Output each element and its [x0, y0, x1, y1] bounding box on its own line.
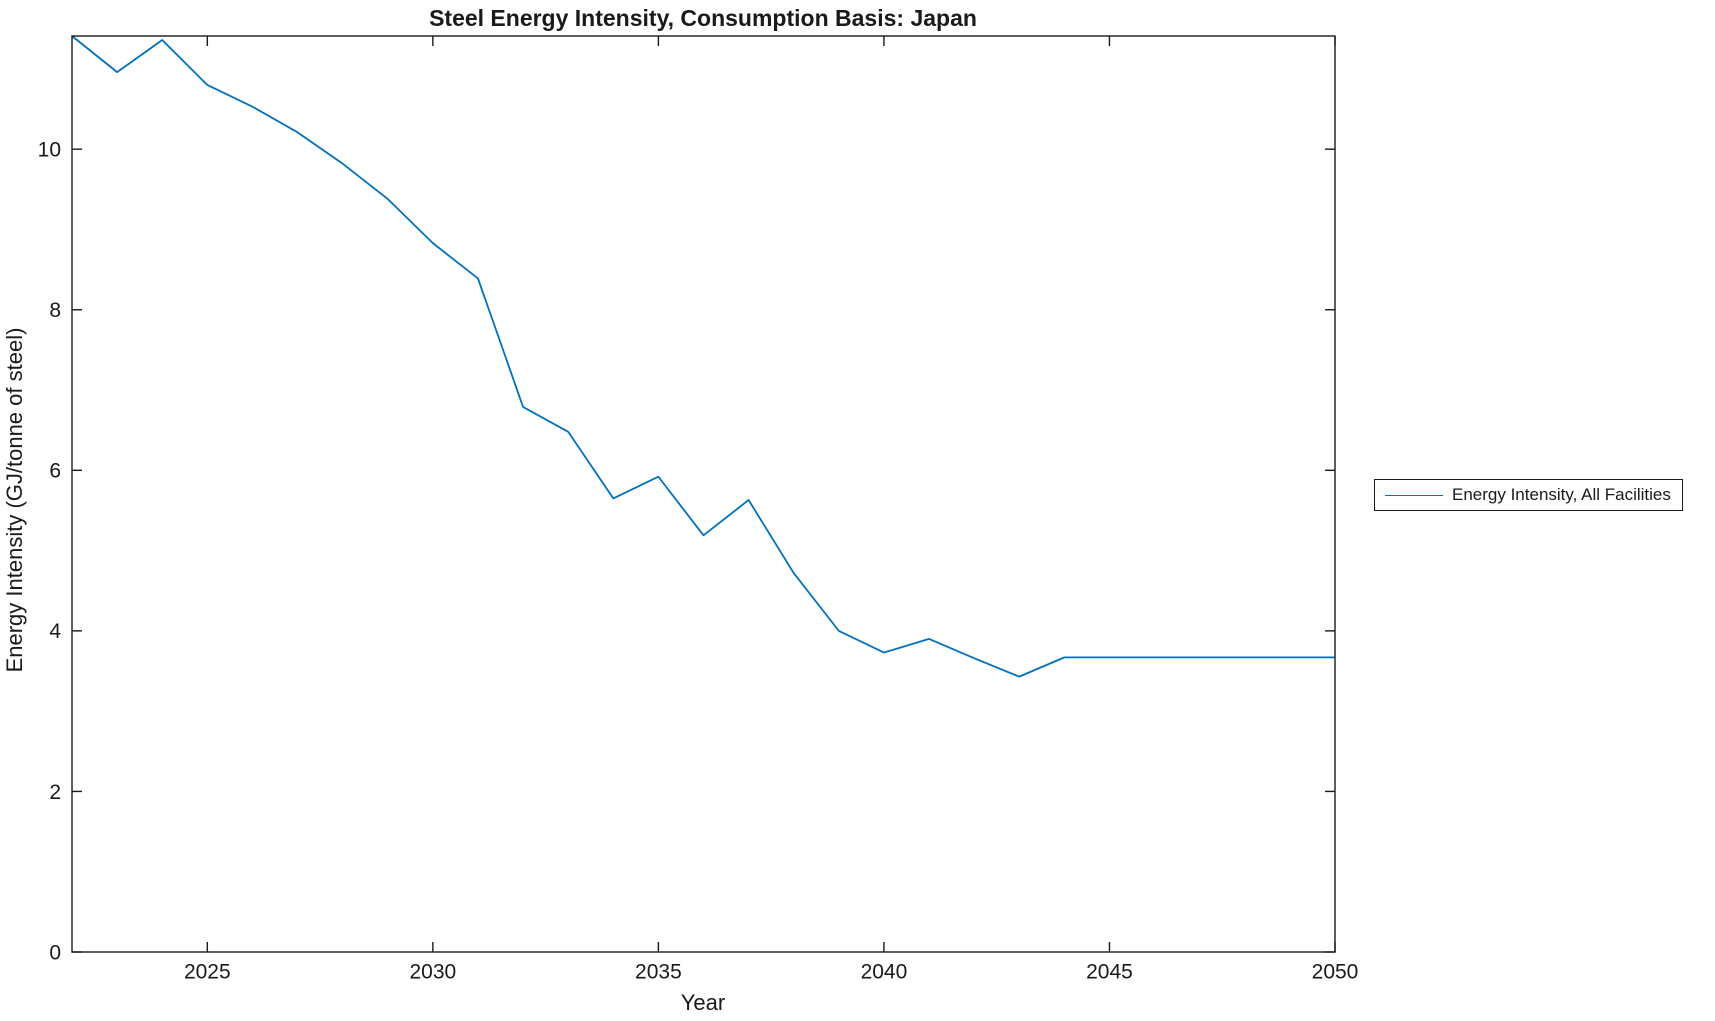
- x-axis-label: Year: [681, 990, 725, 1015]
- y-axis-label: Energy Intensity (GJ/tonne of steel): [2, 328, 27, 673]
- plot-border: [71, 35, 1336, 953]
- y-tick-label: 4: [49, 620, 61, 643]
- x-tick-label: 2045: [1086, 960, 1133, 983]
- x-tick-label: 2040: [861, 960, 908, 983]
- data-series: [71, 35, 1335, 678]
- x-tick-label: 2050: [1312, 960, 1359, 983]
- x-tick-label: 2025: [184, 960, 231, 983]
- legend: Energy Intensity, All Facilities: [1374, 479, 1683, 511]
- y-tick-label: 10: [38, 139, 61, 162]
- chart-title: Steel Energy Intensity, Consumption Basi…: [429, 5, 977, 31]
- x-tick-label: 2035: [635, 960, 682, 983]
- y-tick-label: 6: [49, 460, 61, 483]
- legend-entry-label: Energy Intensity, All Facilities: [1452, 485, 1671, 504]
- data-line: [71, 35, 1335, 678]
- y-tick-label: 8: [49, 299, 61, 322]
- plot-box: [71, 35, 1336, 953]
- x-tick-label: 2030: [409, 960, 456, 983]
- legend-line-sample: [1385, 494, 1443, 496]
- axis-ticks: [72, 36, 1336, 953]
- y-tick-label: 0: [49, 941, 61, 964]
- tick-labels: 2025 2030 2035 2040 2045 2050 0 2 4 6 8 10: [38, 139, 1359, 984]
- y-tick-label: 2: [49, 781, 61, 804]
